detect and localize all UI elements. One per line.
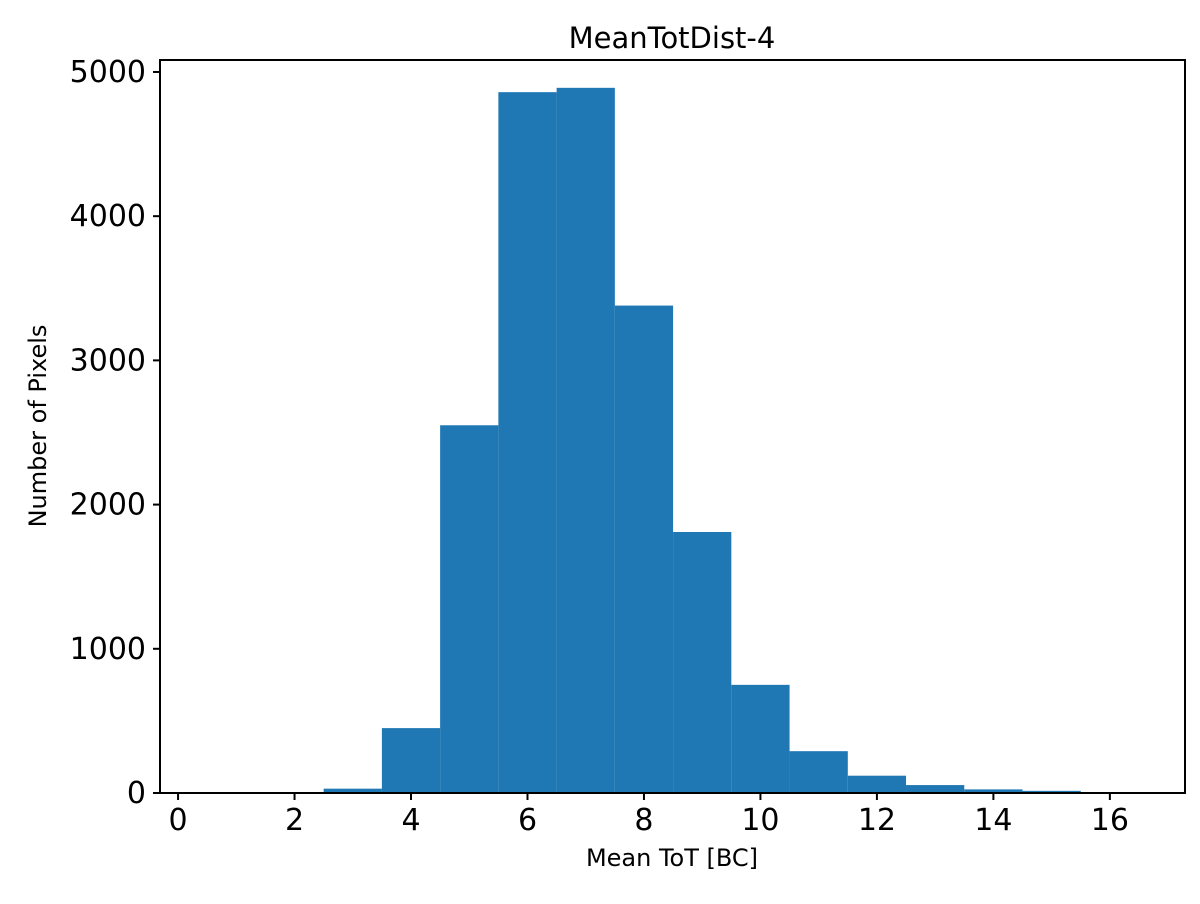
x-tick-label: 2	[285, 803, 304, 838]
x-tick-label: 4	[401, 803, 420, 838]
histogram-bar	[614, 305, 674, 793]
histogram-bar	[323, 788, 382, 793]
y-ticks-group: 0 1000 2000 3000 4000 5000	[70, 55, 160, 811]
histogram-bar	[498, 92, 557, 793]
histogram-bar	[440, 425, 499, 793]
x-axis-label: Mean ToT [BC]	[586, 844, 758, 872]
x-tick-label: 10	[741, 803, 779, 838]
y-tick-label: 1000	[70, 632, 146, 667]
histogram-bar	[381, 728, 441, 793]
histogram-bar	[789, 751, 848, 793]
x-tick-label: 0	[169, 803, 188, 838]
y-tick-label: 2000	[70, 488, 146, 523]
x-tick-label: 12	[858, 803, 896, 838]
y-tick-label: 4000	[70, 199, 146, 234]
axes-spines	[159, 59, 1186, 794]
histogram-bar	[1022, 790, 1081, 793]
y-tick-label: 5000	[70, 55, 146, 90]
x-tick-label: 16	[1091, 803, 1129, 838]
histogram-bar	[964, 789, 1023, 793]
x-tick-label: 14	[974, 803, 1012, 838]
x-tick-label: 6	[518, 803, 537, 838]
x-ticks-group: 0 2 4 6 8 10 12 14 16	[169, 793, 1129, 838]
y-tick-label: 3000	[70, 343, 146, 378]
histogram-bar	[731, 684, 790, 793]
histogram-bar	[847, 775, 907, 793]
chart-title: MeanTotDist-4	[569, 21, 776, 55]
histogram-bar	[673, 531, 732, 793]
bars-group	[323, 87, 1081, 793]
y-tick-label: 0	[127, 776, 146, 811]
x-tick-label: 8	[634, 803, 653, 838]
histogram-bar	[556, 87, 615, 793]
histogram-bar	[906, 785, 965, 793]
y-axis-label: Number of Pixels	[24, 325, 52, 528]
